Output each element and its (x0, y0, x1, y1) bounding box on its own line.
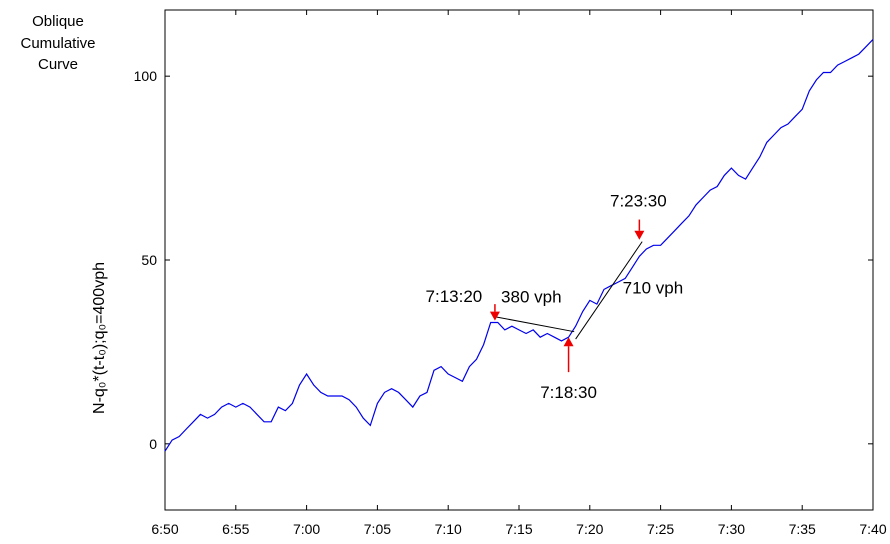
x-axis-ticks: 6:50 6:55 7:00 7:05 7:10 7:15 7:20 7:25 7:30 7:35… (151, 10, 887, 537)
arrow-time-label: 7:23:30 (610, 192, 667, 211)
arrow-head (563, 337, 574, 347)
x-tick-label: 7:10 (435, 521, 462, 537)
x-tick-label: 7:15 (505, 521, 532, 537)
x-tick-label: 7:40 (859, 521, 886, 537)
x-tick-label: 7:30 (718, 521, 745, 537)
arrow-head (634, 230, 645, 240)
arrow-head (489, 311, 500, 321)
y-tick-label: 50 (141, 252, 157, 268)
chart-title: Oblique Cumulative Curve (20, 13, 95, 73)
x-tick-label: 7:05 (364, 521, 391, 537)
x-tick-label: 7:20 (576, 521, 603, 537)
arrow-time-label: 7:18:30 (540, 383, 597, 402)
fit-line-label: 710 vph (623, 278, 684, 297)
series-line (164, 38, 874, 452)
y-axis-label: N-q₀*(t-t₀);q₀=400vph (91, 262, 108, 414)
annotation-arrows: 7:13:20 7:18:30 7:23:30 (426, 192, 667, 403)
x-tick-label: 6:55 (222, 521, 249, 537)
x-tick-label: 7:25 (647, 521, 674, 537)
fit-lines: 380 vph 710 vph (496, 241, 684, 340)
series-layer (164, 38, 874, 452)
fit-line (496, 316, 575, 333)
fit-line-label: 380 vph (501, 287, 562, 306)
title-line-3: Curve (38, 56, 78, 73)
x-tick-label: 7:00 (293, 521, 320, 537)
x-tick-label: 6:50 (151, 521, 178, 537)
y-tick-label: 100 (134, 68, 158, 84)
y-tick-label: 0 (149, 436, 157, 452)
arrow-time-label: 7:13:20 (426, 287, 483, 306)
plot-frame (164, 9, 874, 511)
title-line-1: Oblique (32, 13, 84, 30)
fit-line (575, 241, 643, 340)
y-axis-ticks: 0 50 100 (134, 68, 873, 452)
title-line-2: Cumulative (20, 35, 95, 52)
x-tick-label: 7:35 (789, 521, 816, 537)
